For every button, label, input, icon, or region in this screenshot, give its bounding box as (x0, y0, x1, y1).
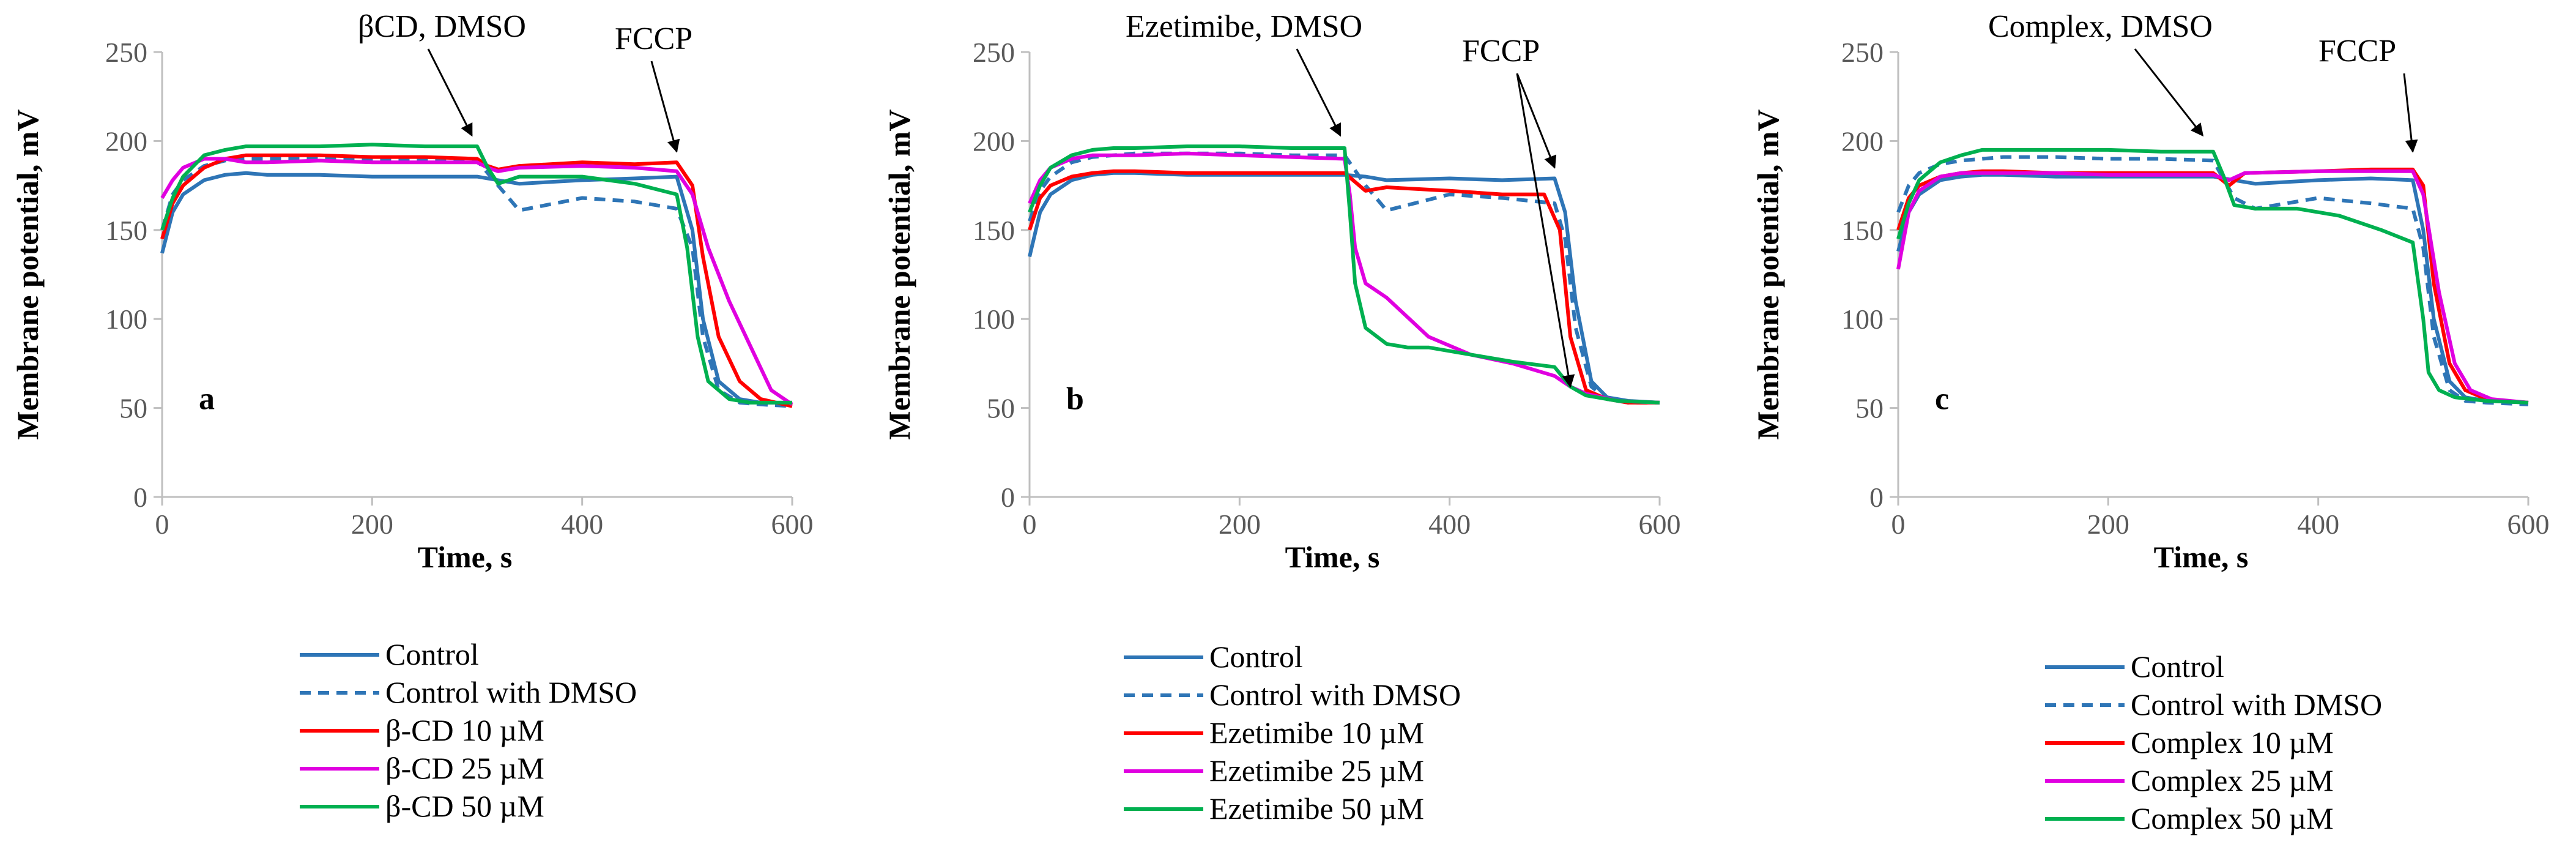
legend-label: Control (385, 637, 479, 671)
annotation-arrow (1516, 73, 1575, 388)
chart-panel-a: 0 50 100 150 200 250 0 200 400 600 Time, s Membrane… (10, 9, 814, 823)
y-tick-label: 100 (105, 304, 147, 335)
x-tick-label: 200 (2087, 509, 2129, 540)
y-tick-label: 250 (973, 37, 1015, 68)
legend-label: Ezetimibe 50 µM (1209, 791, 1424, 826)
series-line (1028, 151, 1660, 405)
legend-label: Control (2131, 649, 2224, 684)
series-line (160, 143, 792, 405)
legend-label: Complex 10 µM (2131, 725, 2334, 760)
x-tick-label: 400 (561, 509, 603, 540)
x-axis-label: Time, s (1285, 540, 1380, 574)
legend-label: Control with DMSO (385, 675, 637, 709)
panels-group: 0 50 100 150 200 250 0 200 400 600 Time, s Membrane… (10, 9, 2550, 835)
x-tick-label: 400 (1428, 509, 1471, 540)
y-tick-label: 200 (973, 125, 1015, 157)
panel-letter: c (1935, 382, 1949, 417)
legend-label: Complex 50 µM (2131, 801, 2334, 835)
panel-letter: b (1066, 382, 1084, 417)
annotation-label: Ezetimibe, DMSO (1126, 9, 1362, 44)
x-tick-label: 200 (351, 509, 393, 540)
legend-label: Control (1209, 640, 1303, 674)
y-tick-label: 150 (1841, 215, 1884, 246)
series-line (1896, 169, 2529, 405)
x-tick-label: 600 (771, 509, 814, 540)
y-tick-label: 50 (1855, 393, 1884, 424)
y-axis-label: Membrane potential, mV (10, 109, 45, 439)
legend-label: Ezetimibe 25 µM (1209, 753, 1424, 788)
annotation-arrow (2403, 73, 2418, 153)
x-tick-label: 0 (1023, 509, 1037, 540)
series-line (1028, 144, 1660, 405)
annotation-label: FCCP (615, 21, 692, 56)
y-axis-label: Membrane potential, mV (882, 109, 916, 439)
y-tick-label: 150 (973, 215, 1015, 246)
x-tick-label: 0 (155, 509, 169, 540)
y-tick-label: 100 (973, 304, 1015, 335)
series-line (1896, 147, 2529, 405)
annotation-arrow (2134, 48, 2204, 137)
annotation-arrow (1296, 48, 1342, 137)
legend-label: Ezetimibe 10 µM (1209, 715, 1424, 750)
y-tick-label: 0 (1869, 482, 1884, 513)
y-tick-label: 250 (1841, 37, 1884, 68)
chart-panel-c: 0 50 100 150 200 250 0 200 400 600 Time, s Membrane… (1751, 9, 2550, 835)
annotation-arrow (650, 61, 680, 153)
chart-panel-b: 0 50 100 150 200 250 0 200 400 600 Time, s Membrane… (882, 9, 1681, 826)
y-tick-label: 0 (1001, 482, 1015, 513)
annotation-label: βCD, DMSO (358, 9, 526, 44)
y-axis-label: Membrane potential, mV (1751, 109, 1785, 439)
y-tick-label: 200 (105, 125, 147, 157)
annotation-label: FCCP (1462, 34, 1540, 69)
legend-label: Control with DMSO (1209, 678, 1461, 712)
series-line (1028, 171, 1660, 405)
series-line (1896, 167, 2529, 405)
x-tick-label: 0 (1891, 509, 1906, 540)
annotation-arrow (1516, 73, 1557, 169)
y-tick-label: 200 (1841, 125, 1884, 157)
x-axis-label: Time, s (418, 540, 513, 574)
annotation-label: FCCP (2318, 34, 2396, 69)
y-tick-label: 50 (987, 393, 1015, 424)
series-line (160, 171, 792, 405)
annotation-label: Complex, DMSO (1988, 9, 2213, 44)
y-tick-label: 0 (133, 482, 147, 513)
legend-label: Complex 25 µM (2131, 763, 2334, 797)
x-tick-label: 600 (2507, 509, 2550, 540)
y-tick-label: 250 (105, 37, 147, 68)
legend-label: β-CD 50 µM (385, 789, 544, 823)
y-tick-label: 50 (119, 393, 147, 424)
y-tick-label: 100 (1841, 304, 1884, 335)
x-axis-label: Time, s (2154, 540, 2249, 574)
panel-letter: a (199, 382, 215, 417)
x-tick-label: 400 (2297, 509, 2339, 540)
x-tick-label: 600 (1639, 509, 1681, 540)
legend-label: β-CD 25 µM (385, 751, 544, 785)
legend-label: Control with DMSO (2131, 687, 2382, 722)
series-line (1028, 169, 1660, 405)
x-tick-label: 200 (1219, 509, 1261, 540)
legend-label: β-CD 10 µM (385, 713, 544, 747)
series-line (1896, 155, 2529, 406)
annotation-arrow (427, 48, 473, 137)
y-tick-label: 150 (105, 215, 147, 246)
legend: Control Control with DMSO β-CD 10 µM β-CD 2… (300, 637, 637, 823)
series-line (160, 157, 793, 408)
